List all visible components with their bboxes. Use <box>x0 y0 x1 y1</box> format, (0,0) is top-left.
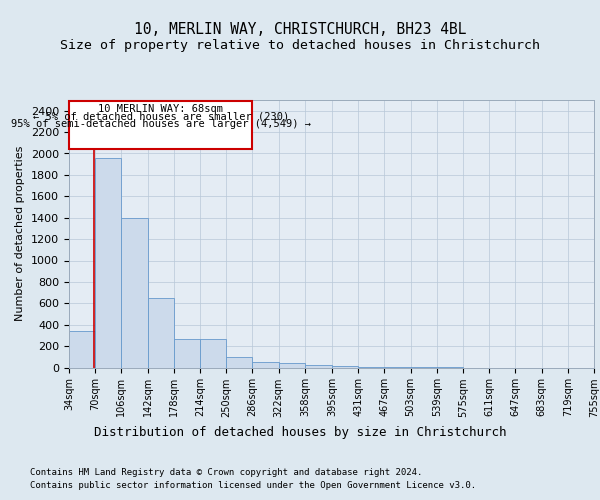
Text: 95% of semi-detached houses are larger (4,549) →: 95% of semi-detached houses are larger (… <box>11 120 311 130</box>
Bar <box>279 362 305 368</box>
Bar <box>174 338 200 368</box>
Bar <box>69 101 253 149</box>
Text: ← 5% of detached houses are smaller (230): ← 5% of detached houses are smaller (230… <box>32 112 289 122</box>
Bar <box>148 298 174 368</box>
Bar <box>305 365 332 368</box>
Bar <box>358 367 384 368</box>
Text: Distribution of detached houses by size in Christchurch: Distribution of detached houses by size … <box>94 426 506 439</box>
Text: Contains public sector information licensed under the Open Government Licence v3: Contains public sector information licen… <box>30 480 476 490</box>
Bar <box>332 366 358 368</box>
Bar <box>69 331 95 368</box>
Y-axis label: Number of detached properties: Number of detached properties <box>16 146 25 322</box>
Text: 10, MERLIN WAY, CHRISTCHURCH, BH23 4BL: 10, MERLIN WAY, CHRISTCHURCH, BH23 4BL <box>134 22 466 38</box>
Bar <box>253 362 279 368</box>
Text: 10 MERLIN WAY: 68sqm: 10 MERLIN WAY: 68sqm <box>98 104 223 115</box>
Text: Contains HM Land Registry data © Crown copyright and database right 2024.: Contains HM Land Registry data © Crown c… <box>30 468 422 477</box>
Bar <box>121 218 148 368</box>
Text: Size of property relative to detached houses in Christchurch: Size of property relative to detached ho… <box>60 39 540 52</box>
Bar <box>226 357 253 368</box>
Bar <box>95 158 121 368</box>
Bar <box>200 339 226 368</box>
